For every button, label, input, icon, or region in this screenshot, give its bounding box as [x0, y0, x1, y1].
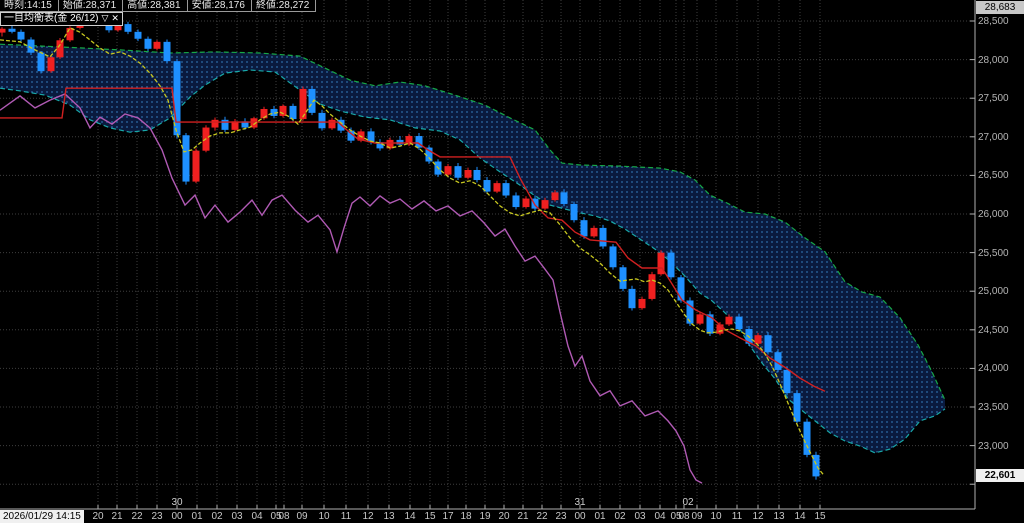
- time-axis-label: 22: [536, 511, 548, 522]
- time-axis-label: 00: [171, 511, 183, 522]
- time-axis-label: 17: [442, 511, 454, 522]
- time-axis-label: 23: [555, 511, 567, 522]
- time-axis-label: 02: [211, 511, 223, 522]
- price-axis-label: 28,500: [978, 15, 1009, 27]
- svg-text:30: 30: [171, 497, 183, 508]
- time-axis-label: 20: [498, 511, 510, 522]
- time-axis-label: 01: [594, 511, 606, 522]
- time-axis-label: 03: [634, 511, 646, 522]
- time-axis-label: 14: [404, 511, 416, 522]
- time-axis-label: 13: [773, 511, 785, 522]
- svg-text:02: 02: [682, 497, 694, 508]
- time-axis-label: 22: [131, 511, 143, 522]
- time-axis-label: 11: [340, 511, 352, 522]
- price-axis-label: 26,500: [978, 170, 1009, 182]
- time-axis-label: 04: [251, 511, 263, 522]
- price-axis-label: 24,500: [978, 324, 1009, 336]
- ohlc-time: 時刻:14:15: [0, 0, 59, 12]
- time-axis-label: 09: [691, 511, 703, 522]
- time-axis-label: 01: [191, 511, 203, 522]
- time-axis-label: 04: [654, 511, 666, 522]
- price-axis-label: 25,000: [978, 286, 1009, 298]
- time-axis-label: 02: [614, 511, 626, 522]
- time-axis-label: 05: [670, 511, 682, 522]
- time-axis[interactable]: 2026/01/29 14:15 20 21 22 23 00 01 02 03 04 05 08 0…: [0, 510, 1024, 523]
- last-price-badge: 22,601: [976, 469, 1024, 482]
- time-axis-label: 19: [479, 511, 491, 522]
- price-axis-label: 23,500: [978, 402, 1009, 413]
- time-axis-label: 21: [111, 511, 123, 522]
- price-axis-label: 23,000: [978, 440, 1009, 452]
- time-axis-label: 23: [151, 511, 163, 522]
- chart-canvas[interactable]: 30 31 02: [0, 0, 976, 510]
- price-axis-label: 28,000: [978, 54, 1009, 66]
- svg-text:31: 31: [574, 497, 586, 508]
- price-axis-label: 25,500: [978, 247, 1009, 259]
- indicator-close-icon[interactable]: ✕: [111, 13, 119, 23]
- price-axis-label: 26,000: [978, 209, 1009, 220]
- ohlc-info-bar: 時刻:14:15 始値:28,371 高値:28,381 安値:28,176 終…: [0, 0, 317, 12]
- ohlc-close: 終値:28,272: [251, 0, 317, 12]
- time-axis-label: 13: [383, 511, 395, 522]
- ohlc-high: 高値:28,381: [123, 0, 188, 12]
- time-axis-label: 03: [231, 511, 243, 522]
- ohlc-low: 安値:28,176: [187, 0, 252, 12]
- indicator-collapse-icon[interactable]: ▽: [101, 13, 109, 23]
- time-axis-label: 12: [362, 511, 374, 522]
- time-axis-label: 00: [574, 511, 586, 522]
- indicator-name: 一目均衡表(金 26/12): [4, 13, 99, 24]
- time-axis-label: 05: [270, 511, 282, 522]
- time-axis-label: 21: [517, 511, 529, 522]
- time-axis-label: 09: [296, 511, 308, 522]
- time-axis-label: 08: [678, 511, 690, 522]
- time-axis-label: 15: [424, 511, 436, 522]
- time-axis-label: 10: [710, 511, 722, 522]
- price-axis-label: 27,000: [978, 131, 1009, 143]
- time-axis-label: 10: [318, 511, 330, 522]
- time-axis-label: 14: [794, 511, 806, 522]
- time-axis-label: 08: [278, 511, 290, 522]
- time-axis-label: 20: [92, 511, 104, 522]
- time-axis-label: 18: [460, 511, 472, 522]
- time-axis-label: 11: [731, 511, 743, 522]
- time-axis-label: 12: [752, 511, 764, 522]
- ohlc-open: 始値:28,371: [58, 0, 124, 12]
- price-axis[interactable]: 28,683 22,601 28,500 28,000 27,500 27,000 26…: [976, 0, 1024, 523]
- cursor-datetime-badge: 2026/01/29 14:15: [0, 510, 84, 523]
- indicator-label-box[interactable]: 一目均衡表(金 26/12) ▽ ✕: [0, 12, 123, 26]
- price-axis-label: 27,500: [978, 93, 1009, 105]
- price-axis-label: 24,000: [978, 363, 1009, 375]
- session-high-badge: 28,683: [976, 1, 1024, 14]
- time-axis-label: 15: [814, 511, 826, 522]
